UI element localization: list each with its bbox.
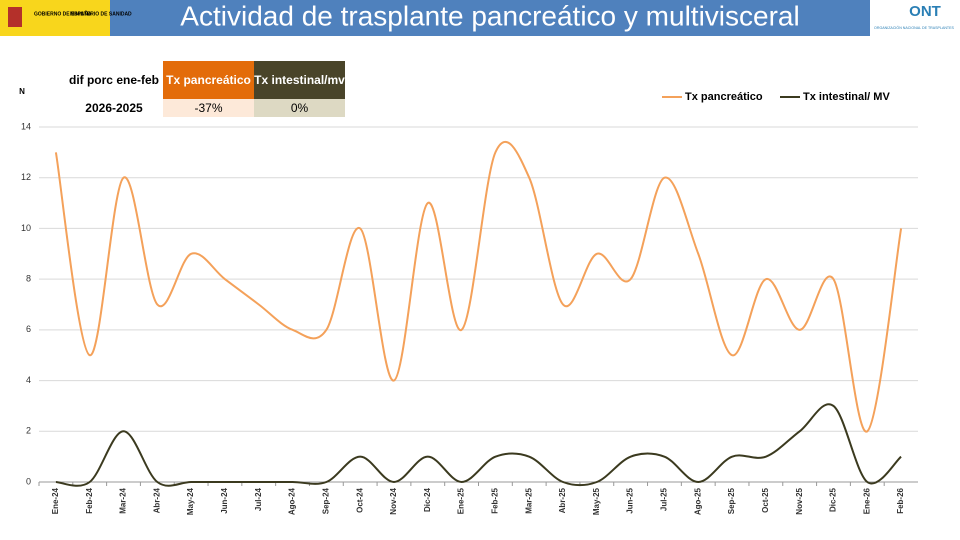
- x-tick-label: Jul-24: [254, 487, 263, 511]
- x-tick-label: Mar-25: [524, 487, 533, 513]
- x-tick-label: Jul-25: [660, 487, 669, 511]
- y-tick-label: 2: [26, 426, 31, 436]
- y-tick-label: 12: [21, 172, 31, 182]
- table-cell: -37%: [163, 99, 254, 117]
- header-bar: [0, 0, 960, 36]
- x-tick-label: Nov-24: [389, 487, 398, 514]
- y-axis-label: N: [19, 87, 25, 96]
- summary-table: dif porc ene-feb Tx pancreático Tx intes…: [65, 61, 345, 117]
- x-tick-label: Jun-25: [626, 487, 635, 513]
- y-tick-label: 0: [26, 476, 31, 486]
- table-cell: 0%: [254, 99, 345, 117]
- gov-logo-text: GOBIERNO DE ESPAÑA: [34, 10, 92, 17]
- gov-shield: [8, 7, 22, 27]
- ont-logo-box: [870, 0, 960, 36]
- ont-logo-subtext: ORGANIZACIÓN NACIONAL DE TRASPLANTES: [874, 25, 954, 30]
- y-tick-label: 10: [21, 223, 31, 233]
- y-tick-label: 4: [26, 375, 31, 385]
- x-tick-label: Feb-26: [896, 487, 905, 513]
- x-tick-label: Ene-26: [862, 487, 871, 514]
- x-tick-label: Ago-25: [693, 487, 702, 515]
- x-tick-label: Abr-24: [152, 487, 161, 513]
- y-tick-label: 14: [21, 121, 31, 131]
- x-tick-label: Abr-25: [558, 487, 567, 513]
- x-tick-label: Oct-24: [355, 487, 364, 512]
- slide-title: Actividad de trasplante pancreático y mu…: [180, 0, 799, 31]
- legend-label: Tx intestinal/ MV: [803, 91, 890, 103]
- gov-logo-text: MINISTERIO DE SANIDAD: [70, 11, 132, 17]
- x-tick-label: May-24: [186, 487, 195, 515]
- table-row: 2026-2025 -37% 0%: [65, 99, 345, 117]
- table-cell: dif porc ene-feb: [68, 73, 159, 87]
- legend-label: Tx pancreático: [685, 91, 763, 103]
- table-cell: 2026-2025: [85, 101, 143, 115]
- table-cell: Tx pancreático: [163, 61, 254, 99]
- x-tick-label: Ene-24: [51, 487, 60, 514]
- x-tick-label: Jun-24: [220, 487, 229, 513]
- line: [54, 140, 903, 433]
- x-tick-label: Sep-25: [727, 487, 736, 514]
- x-tick-label: Ene-25: [457, 487, 466, 514]
- table-cell: Tx intestinal/mv: [254, 61, 345, 99]
- line: [55, 403, 902, 487]
- x-tick-label: Mar-24: [119, 487, 128, 513]
- table-header: dif porc ene-feb Tx pancreático Tx intes…: [65, 61, 345, 99]
- x-tick-label: May-25: [592, 487, 601, 515]
- x-tick-label: Dic-24: [423, 487, 432, 512]
- y-tick-label: 6: [26, 324, 31, 334]
- x-tick-label: Nov-25: [795, 487, 804, 514]
- x-tick-label: Feb-24: [85, 487, 94, 513]
- x-tick-label: Sep-24: [321, 487, 330, 514]
- x-tick-label: Oct-25: [761, 487, 770, 512]
- x-tick-label: Ago-24: [288, 487, 297, 515]
- x-tick-label: Dic-25: [829, 487, 838, 512]
- ont-logo-text: ONT: [909, 3, 941, 20]
- y-tick-label: 8: [26, 274, 31, 284]
- x-tick-label: Feb-25: [491, 487, 500, 513]
